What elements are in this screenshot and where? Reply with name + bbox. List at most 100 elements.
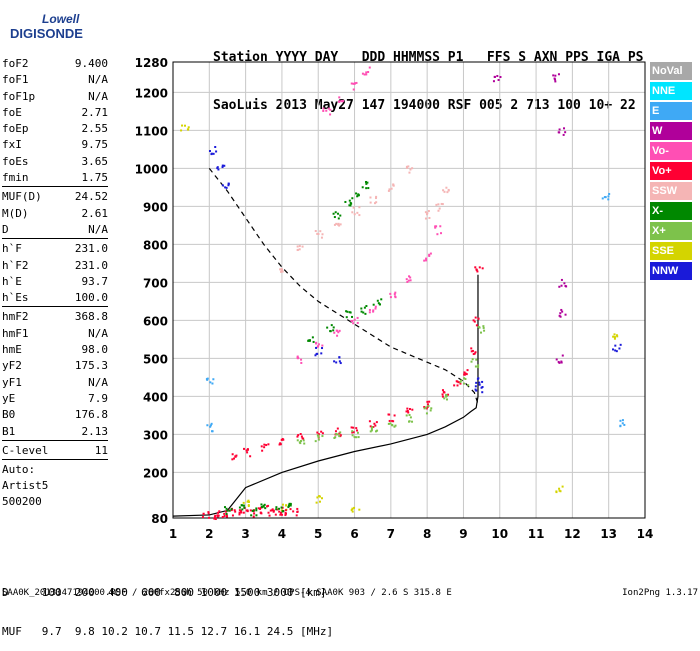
trace-point — [297, 357, 300, 360]
trace-point — [560, 360, 563, 363]
y-tick-label: 1100 — [135, 124, 168, 138]
trace-point — [332, 212, 335, 215]
trace-point — [380, 298, 383, 301]
trace-point — [297, 434, 300, 437]
trace-point — [345, 316, 348, 319]
param-value: N/A — [88, 89, 108, 103]
trace-point — [442, 391, 445, 394]
trace-point — [201, 516, 204, 519]
trace-point — [242, 501, 245, 504]
profile-line — [208, 168, 479, 405]
trace-point — [325, 109, 328, 112]
trace-point — [482, 325, 485, 328]
trace-point — [231, 453, 234, 456]
trace-point — [362, 311, 365, 314]
trace-point — [209, 425, 212, 428]
trace-point — [289, 508, 292, 511]
trace-point — [456, 380, 459, 383]
trace-point — [235, 454, 238, 457]
y-tick-label: 1000 — [135, 162, 168, 176]
trace-point — [288, 503, 291, 506]
trace-point — [423, 406, 426, 409]
trace-point — [296, 507, 299, 510]
trace-point — [365, 73, 368, 76]
trace-point — [224, 186, 227, 189]
trace-point — [289, 504, 292, 507]
trace-point — [321, 233, 324, 236]
trace-point — [296, 435, 299, 438]
trace-point — [339, 434, 342, 437]
trace-point — [561, 354, 564, 357]
trace-point — [227, 184, 230, 187]
trace-point — [314, 229, 317, 232]
param-row: h`F 231.0 — [2, 241, 108, 257]
trace-point — [376, 299, 379, 302]
trace-point — [209, 424, 212, 427]
trace-point — [615, 350, 618, 353]
trace-point — [330, 324, 333, 327]
param-name: B0 — [2, 408, 16, 422]
trace-point — [223, 164, 226, 167]
trace-point — [445, 393, 448, 396]
trace-point — [287, 506, 290, 509]
trace-point — [483, 329, 486, 332]
trace-point — [247, 500, 250, 503]
trace-point — [225, 512, 228, 515]
trace-point — [338, 356, 341, 359]
trace-point — [460, 379, 463, 382]
trace-point — [281, 437, 284, 440]
trace-point — [320, 430, 323, 433]
trace-point — [405, 410, 408, 413]
trace-point — [366, 181, 369, 184]
trace-point — [408, 413, 411, 416]
trace-point — [335, 361, 338, 364]
trace-point — [409, 416, 412, 419]
legend-item: Vo+ — [650, 162, 692, 180]
trace-point — [337, 212, 340, 215]
trace-point — [351, 431, 354, 434]
trace-point — [472, 319, 475, 322]
trace-point — [206, 424, 209, 427]
trace-point — [335, 433, 338, 436]
trace-point — [249, 455, 252, 458]
trace-point — [260, 445, 263, 448]
station-header: Station YYYY DAY DDD HHMMSS P1 FFS S AXN… — [213, 18, 643, 130]
trace-point — [411, 408, 414, 411]
trace-point — [614, 344, 617, 347]
trace-point — [311, 336, 314, 339]
trace-point — [393, 425, 396, 428]
param-name: yF1 — [2, 375, 22, 389]
trace-point — [180, 129, 183, 132]
trace-point — [238, 511, 241, 514]
trace-point — [279, 443, 282, 446]
trace-point — [338, 432, 341, 435]
x-tick-label: 3 — [241, 527, 249, 541]
trace-point — [280, 270, 283, 273]
trace-point — [392, 183, 395, 186]
trace-point — [333, 216, 336, 219]
trace-point — [351, 430, 354, 433]
trace-point — [335, 329, 338, 332]
trace-point — [264, 507, 267, 510]
trace-point — [375, 421, 378, 424]
trace-point — [356, 211, 359, 214]
trace-point — [303, 442, 306, 445]
trace-point — [215, 150, 218, 153]
param-row: yF2 175.3 — [2, 358, 108, 374]
trace-point — [332, 326, 335, 329]
trace-point — [430, 407, 433, 410]
trace-point — [374, 197, 377, 200]
trace-point — [601, 197, 604, 200]
legend-item: W — [650, 122, 692, 140]
trace-point — [621, 422, 624, 425]
trace-point — [408, 408, 411, 411]
trace-point — [257, 507, 260, 510]
trace-point — [360, 310, 363, 313]
trace-point — [245, 449, 248, 452]
trace-point — [391, 419, 394, 422]
param-row: B1 2.13 — [2, 424, 108, 440]
trace-point — [425, 259, 428, 262]
trace-point — [349, 201, 352, 204]
trace-point — [475, 358, 478, 361]
trace-point — [226, 509, 229, 512]
